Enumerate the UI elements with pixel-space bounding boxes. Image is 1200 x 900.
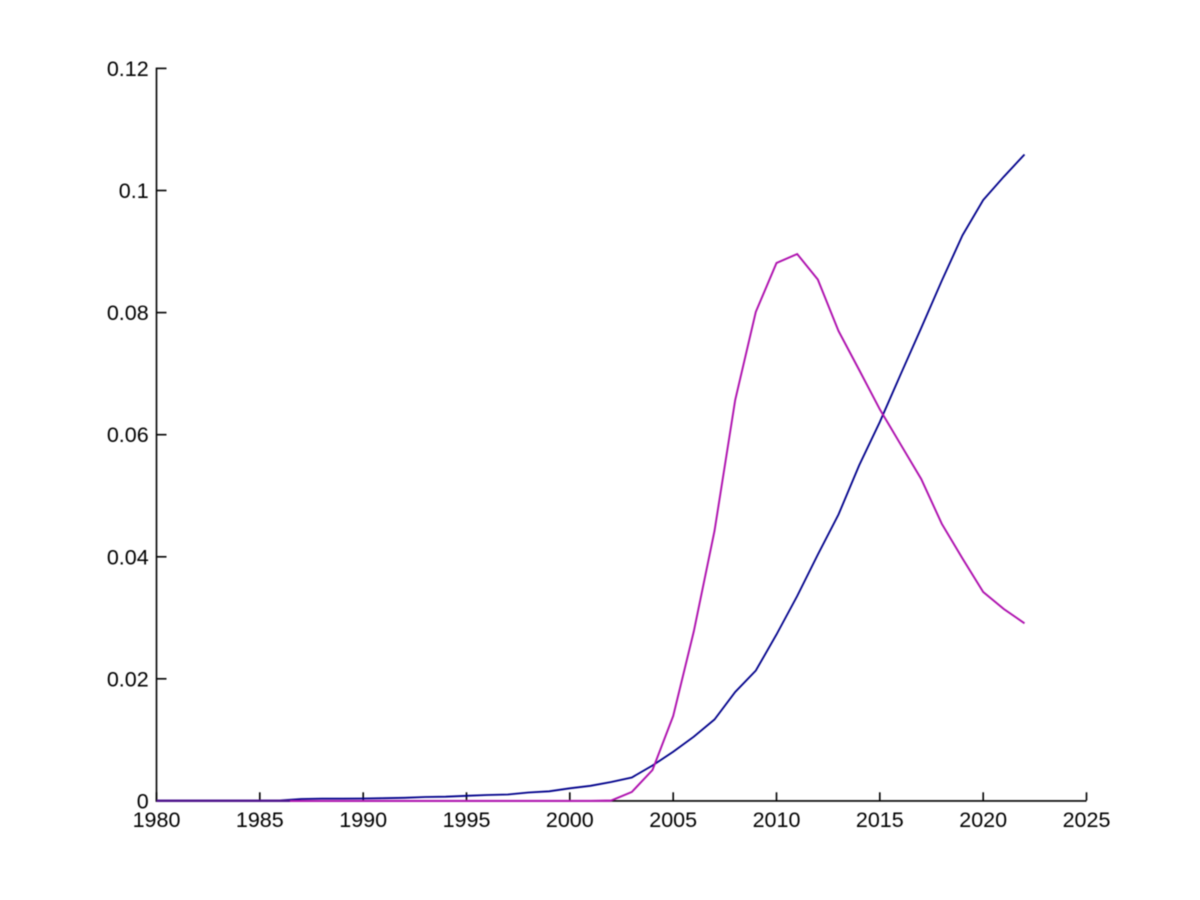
svg-text:0.08: 0.08 xyxy=(107,301,149,325)
svg-text:0.12: 0.12 xyxy=(107,57,149,81)
svg-text:0: 0 xyxy=(137,790,149,814)
svg-text:2005: 2005 xyxy=(649,808,697,832)
svg-text:2015: 2015 xyxy=(856,808,904,832)
svg-text:1990: 1990 xyxy=(339,808,387,832)
svg-text:0.06: 0.06 xyxy=(107,423,149,447)
svg-text:2000: 2000 xyxy=(546,808,594,832)
svg-text:0.1: 0.1 xyxy=(119,179,149,203)
svg-text:0.02: 0.02 xyxy=(107,667,149,691)
svg-text:2020: 2020 xyxy=(959,808,1007,832)
svg-text:1995: 1995 xyxy=(443,808,491,832)
svg-text:2010: 2010 xyxy=(753,808,801,832)
svg-text:0.04: 0.04 xyxy=(107,545,149,569)
svg-text:2025: 2025 xyxy=(1063,808,1111,832)
svg-text:1985: 1985 xyxy=(236,808,284,832)
svg-text:1980: 1980 xyxy=(133,808,181,832)
